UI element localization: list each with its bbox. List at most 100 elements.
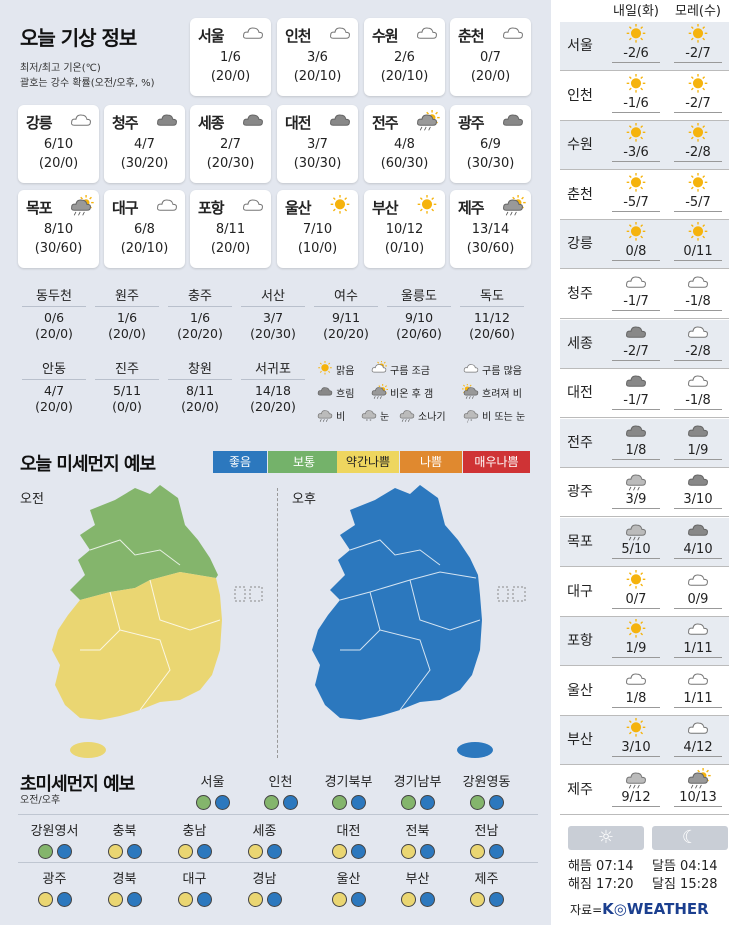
am-level-dot (107, 844, 123, 859)
small-city-name: 충주 (168, 287, 232, 307)
city-name: 춘천 (458, 27, 485, 45)
cloudy-icon (68, 110, 94, 132)
am-level-dot (195, 795, 211, 810)
ultra-city: 경기남부 (385, 773, 450, 810)
small-city-prob: (20/30) (250, 326, 296, 341)
rain-icon (622, 768, 650, 790)
small-city: 울릉도 9/10 (20/60) (383, 287, 455, 342)
pm-level-dot (266, 892, 282, 907)
sunrise: 해뜸 07:14 (568, 859, 634, 874)
pm-dust-map (312, 485, 526, 758)
city-name: 청주 (112, 114, 139, 132)
forecast-city: 수원 (567, 137, 593, 154)
forecast-city: 목포 (567, 534, 593, 550)
day1-temp: 1/8 (612, 691, 660, 708)
sunny-icon (622, 24, 650, 46)
day2-temp: 1/9 (674, 443, 722, 460)
city-prob: (20/10) (293, 69, 342, 84)
legend-item: 맑음 (316, 361, 354, 377)
forecast-row: 강릉 0/8 0/11 (560, 220, 729, 270)
forecast-city: 부산 (567, 732, 593, 749)
pm-level-dot (350, 892, 366, 907)
small-city-prob: (20/20) (250, 399, 296, 414)
pm-level-dot (350, 844, 366, 859)
overcast-icon (684, 470, 712, 492)
forecast-city: 전주 (567, 434, 593, 451)
legend-label: 눈 (380, 411, 390, 423)
day1-temp: 0/7 (612, 592, 660, 609)
pm-level-dot (419, 795, 435, 810)
ultra-title: 초미세먼지 예보 (20, 774, 135, 795)
ultra-city-name: 제주 (474, 872, 499, 887)
city-prob: (20/10) (380, 69, 429, 84)
am-label: 오전 (20, 492, 44, 507)
city-card: 울산 7/10 (10/0) (277, 190, 358, 268)
ultra-city-name: 경기남부 (393, 775, 442, 790)
city-temp: 4/7 (134, 137, 155, 152)
ultra-city-name: 대전 (336, 824, 361, 839)
day1-temp: 0/8 (612, 244, 660, 262)
dust-level-badge: 보통 (268, 451, 340, 473)
am-south-region (52, 572, 222, 720)
small-city-prob: (20/0) (108, 326, 146, 341)
cloudy-icon (327, 23, 353, 45)
forecast-row: 서울 -2/6 -2/7 (560, 22, 729, 71)
small-city-name: 동두천 (22, 287, 86, 307)
city-temp: 7/10 (302, 222, 333, 237)
small-city-temp: 1/6 (189, 310, 211, 325)
ultra-city: 대전 (316, 822, 381, 859)
city-name: 포항 (198, 199, 225, 217)
overcast-icon (622, 322, 650, 344)
small-city: 원주 1/6 (20/0) (91, 287, 163, 342)
ultra-city-name: 세종 (252, 824, 277, 839)
day1-temp: -3/6 (612, 145, 660, 163)
dust-level-badge: 좋음 (213, 451, 267, 473)
temp-note: 최저/최고 기온(℃) (20, 63, 101, 74)
forecast-row: 부산 3/10 4/12 (560, 716, 729, 766)
am-level-dot (177, 844, 193, 859)
day2-temp: 0/11 (674, 244, 722, 262)
sunny-icon (684, 222, 712, 244)
sunny-icon (327, 195, 353, 217)
day1-temp: -1/7 (612, 393, 660, 411)
day2-temp: 4/10 (674, 542, 722, 559)
day2-temp: 3/10 (674, 492, 722, 510)
small-city-prob: (20/60) (469, 326, 515, 341)
city-prob: (20/0) (470, 69, 511, 84)
legend-label: 소나기 (418, 411, 446, 423)
city-prob: (60/30) (380, 156, 429, 171)
city-temp: 6/10 (43, 137, 74, 152)
small-city: 진주 5/11 (0/0) (91, 360, 163, 415)
city-prob: (20/0) (210, 69, 251, 84)
forecast-city: 서울 (567, 38, 593, 54)
day2-temp: -2/8 (674, 145, 722, 163)
ultra-city: 서울 (180, 773, 245, 810)
ultra-city: 세종 (232, 822, 297, 859)
am-level-dot (400, 844, 416, 859)
ultra-city-name: 부산 (405, 872, 430, 887)
dust-level-badge: 약간나쁨 (337, 451, 399, 473)
small-city-temp: 11/12 (473, 310, 511, 325)
am-dust-map (52, 485, 263, 758)
moon-icon: ☾ (652, 826, 728, 850)
forecast-row: 수원 -3/6 -2/8 (560, 121, 729, 171)
forecast-row: 울산 1/8 1/11 (560, 667, 729, 716)
day2-temp: 10/13 (674, 790, 722, 807)
small-city-prob: (20/60) (396, 326, 442, 341)
forecast-row: 제주 9/12 10/13 (560, 766, 729, 815)
legend-item: 흐림 (316, 384, 354, 400)
forecast-city: 세종 (567, 335, 593, 352)
city-card: 인천 3/6 (20/10) (277, 18, 358, 96)
city-name: 인천 (285, 27, 312, 45)
day2-temp: 1/11 (674, 641, 722, 659)
small-city-temp: 8/11 (185, 383, 215, 398)
overcast-icon (684, 421, 712, 443)
city-prob: (30/60) (466, 241, 515, 256)
partly-cloudy-icon (370, 360, 388, 377)
pm-level-dot (214, 795, 230, 810)
city-temp: 2/6 (394, 50, 415, 65)
city-name: 제주 (458, 199, 485, 217)
pm-level-dot (266, 844, 282, 859)
small-city: 동두천 0/6 (20/0) (18, 287, 90, 342)
mostly-cloudy-icon (684, 322, 712, 344)
